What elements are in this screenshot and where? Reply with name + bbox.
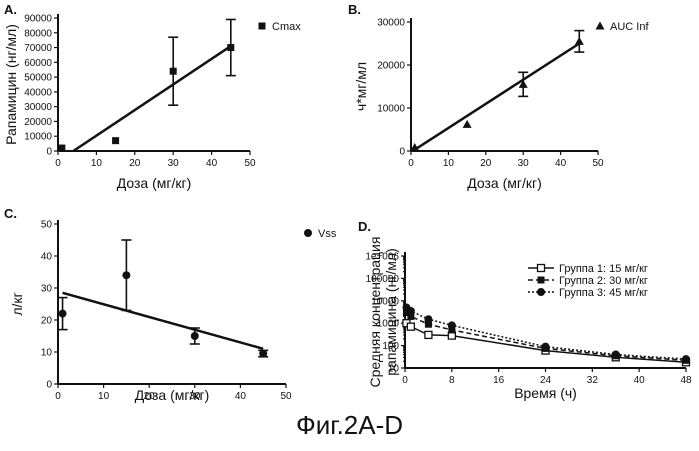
legend-label: Группа 1: 15 мг/кг [559,263,648,275]
x-tick-label: 48 [680,375,692,386]
x-tick-label: 0 [55,158,61,169]
figure-canvas: A.01020304050010000200003000040000500006… [0,0,699,410]
y-tick-label: 20000 [377,61,405,72]
y-tick-label: 30000 [377,18,405,29]
y-tick-label: 50000 [24,73,52,84]
x-tick-label: 32 [587,375,599,386]
legend: Cmax [259,21,302,33]
y-tick-label: 40000 [24,87,52,98]
data-point [682,355,690,363]
y-tick-label: 20000 [24,117,52,128]
y-tick-label: 40 [41,252,53,263]
data-point [575,37,584,45]
y-tick-label: 10000 [24,132,52,143]
y-tick-label: 60000 [24,58,52,69]
panel-label: C. [4,206,17,221]
legend-marker [537,288,545,296]
data-point [612,351,620,359]
data-point [59,310,67,318]
regression-line [73,46,230,151]
data-point [170,68,177,75]
y-tick-label: 0 [46,380,52,391]
y-tick-label: 90000 [24,14,52,25]
data-point [122,271,130,279]
legend-marker [259,23,266,30]
x-tick-label: 0 [402,375,408,386]
x-axis-label: Доза (мг/кг) [467,175,542,191]
x-tick-label: 20 [129,158,141,169]
x-tick-label: 40 [206,158,218,169]
legend-label: Vss [318,228,337,240]
figure-caption: Фиг.2A-D [0,410,699,441]
data-point [407,323,414,330]
data-point [227,44,234,51]
x-tick-label: 50 [244,158,256,169]
legend: AUC Inf [596,21,650,33]
x-tick-label: 40 [634,375,646,386]
x-tick-label: 10 [443,158,455,169]
legend-label: Группа 2: 30 мг/кг [559,275,648,287]
y-axis-label: ч*мг/мл [353,62,369,111]
legend: Vss [304,228,337,240]
legend-label: AUC Inf [610,21,649,33]
y-tick-label: 70000 [24,43,52,54]
legend-label: Cmax [272,21,301,33]
x-tick-label: 20 [480,158,492,169]
data-point [112,137,119,144]
panel-label: B. [348,2,361,17]
data-point [542,343,550,351]
x-tick-label: 50 [592,158,604,169]
y-axis-label: Рапамицин (нг/мл) [3,24,19,145]
y-tick-label: 0 [399,147,405,158]
data-point [191,332,199,340]
chart-panel-3: C.0102030405001020304050Доза (мг/кг)л/кг… [4,206,337,403]
chart-panel-1: A. 0 10 20 30 40 50 0 10000 20000 30000 40000 50000 6… [3,2,301,191]
y-tick-label: 30000 [24,102,52,113]
x-tick-label: 40 [555,158,567,169]
x-tick-label: 10 [91,158,103,169]
data-point [259,350,267,358]
x-tick-label: 0 [55,391,61,402]
y-tick-label: 10000 [377,104,405,115]
data-point [425,331,432,338]
y-tick-label: 50 [41,220,53,231]
y-axis-label: л/кг [9,292,25,315]
x-axis-label: Доза (мг/кг) [117,175,192,191]
y-tick-label: 80000 [24,28,52,39]
x-axis-label: Доза (мг/кг) [135,387,210,403]
y-tick-label: 30 [41,284,53,295]
y-tick-label: 10 [41,348,53,359]
legend: Группа 1: 15 мг/кгГруппа 2: 30 мг/кгГруп… [528,263,648,299]
panel-label: D. [358,219,371,234]
data-point [407,307,415,315]
y-axis-label: рапамицина (нг/мл) [383,248,399,375]
data-point [58,145,65,152]
legend-marker [304,229,312,237]
panel-label: A. [4,2,17,17]
x-tick-label: 10 [98,391,110,402]
data-point [448,321,456,329]
chart-panel-2: B. 0 10 20 30 40 50 0 10000 20000 30000 Доза (мг/кг… [348,2,649,191]
x-tick-label: 8 [449,375,455,386]
chart-panel-4: D.081624324048101001000100001000001e+006… [358,219,692,401]
x-tick-label: 30 [518,158,530,169]
x-tick-label: 16 [493,375,505,386]
regression-line [63,293,264,349]
data-point [463,120,472,128]
legend-marker [538,277,545,284]
legend-label: Группа 3: 45 мг/кг [559,287,648,299]
regression-line [415,44,580,150]
y-tick-label: 0 [46,147,52,158]
x-tick-label: 0 [408,158,414,169]
x-tick-label: 40 [235,391,247,402]
y-tick-label: 20 [41,316,53,327]
y-axis-label: Средняя концентрация [367,237,383,388]
data-point [424,315,432,323]
x-tick-label: 30 [168,158,180,169]
legend-marker [596,22,605,30]
legend-marker [538,265,545,272]
x-tick-label: 50 [280,391,292,402]
x-axis-label: Время (ч) [514,385,577,401]
